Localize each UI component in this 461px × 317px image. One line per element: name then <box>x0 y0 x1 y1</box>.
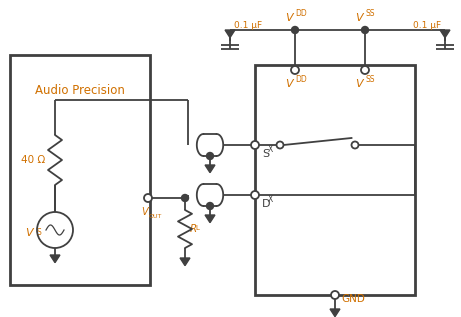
Polygon shape <box>330 309 340 317</box>
Text: GND: GND <box>341 294 365 304</box>
Bar <box>255 65 415 295</box>
Text: 0.1 μF: 0.1 μF <box>413 22 441 30</box>
Text: V: V <box>285 13 293 23</box>
Circle shape <box>207 203 213 210</box>
Circle shape <box>182 195 189 202</box>
Text: Audio Precision: Audio Precision <box>35 83 125 96</box>
Circle shape <box>251 191 259 199</box>
Text: V: V <box>142 207 148 217</box>
Circle shape <box>291 66 299 74</box>
Text: OUT: OUT <box>149 214 162 218</box>
Polygon shape <box>225 30 235 38</box>
Text: SS: SS <box>365 10 374 18</box>
Text: L: L <box>195 225 199 231</box>
Circle shape <box>207 152 213 159</box>
Text: V: V <box>25 228 33 238</box>
Text: DD: DD <box>295 10 307 18</box>
Circle shape <box>144 194 152 202</box>
Circle shape <box>291 27 299 34</box>
Circle shape <box>361 66 369 74</box>
Text: R: R <box>190 224 197 234</box>
Polygon shape <box>180 258 190 266</box>
Circle shape <box>331 291 339 299</box>
Text: V: V <box>355 79 363 89</box>
Text: S: S <box>262 149 269 159</box>
Bar <box>10 55 150 285</box>
Polygon shape <box>205 165 215 173</box>
Polygon shape <box>50 255 60 263</box>
Text: D: D <box>262 199 271 209</box>
Text: X: X <box>268 146 273 154</box>
Text: V: V <box>285 79 293 89</box>
Text: 0.1 μF: 0.1 μF <box>234 22 262 30</box>
Circle shape <box>351 141 359 148</box>
Text: DD: DD <box>295 75 307 85</box>
Circle shape <box>251 141 259 149</box>
Polygon shape <box>205 215 215 223</box>
Text: S: S <box>36 228 41 237</box>
Polygon shape <box>440 30 450 38</box>
Text: V: V <box>355 13 363 23</box>
Text: 40 Ω: 40 Ω <box>21 155 45 165</box>
Text: X: X <box>268 196 273 204</box>
Circle shape <box>361 27 368 34</box>
Circle shape <box>277 141 284 148</box>
Text: SS: SS <box>365 75 374 85</box>
